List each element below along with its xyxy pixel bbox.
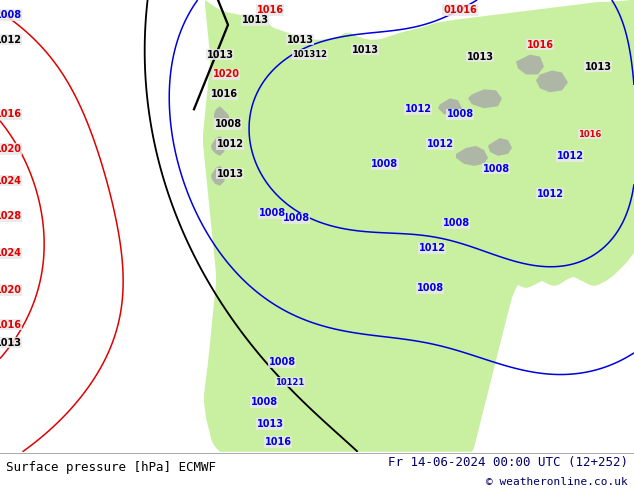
Text: 01016: 01016 xyxy=(443,5,477,15)
Text: 1013: 1013 xyxy=(287,35,313,45)
Text: 1016: 1016 xyxy=(578,129,602,139)
Polygon shape xyxy=(536,71,568,92)
Text: © weatheronline.co.uk: © weatheronline.co.uk xyxy=(486,477,628,487)
Text: 1008: 1008 xyxy=(259,208,285,219)
Text: 1013: 1013 xyxy=(257,419,283,429)
Text: 1013: 1013 xyxy=(207,49,233,60)
Text: 1008: 1008 xyxy=(214,119,242,129)
Text: 1016: 1016 xyxy=(210,89,238,99)
Text: 1008: 1008 xyxy=(443,219,470,228)
Polygon shape xyxy=(468,89,502,108)
Text: 1013: 1013 xyxy=(0,338,22,347)
Text: 1008: 1008 xyxy=(282,214,309,223)
Text: 1008: 1008 xyxy=(250,397,278,407)
Text: 1012: 1012 xyxy=(216,139,243,149)
Text: 1016: 1016 xyxy=(0,109,22,119)
Text: 1024: 1024 xyxy=(0,176,22,186)
Text: 1012: 1012 xyxy=(418,243,446,253)
Text: 1008: 1008 xyxy=(372,159,399,169)
Text: 1020: 1020 xyxy=(212,70,240,79)
Text: 1024: 1024 xyxy=(0,248,22,258)
Text: 1008: 1008 xyxy=(482,164,510,174)
Polygon shape xyxy=(438,98,462,114)
Text: 1028: 1028 xyxy=(0,212,22,221)
Text: 1012: 1012 xyxy=(427,139,453,149)
Text: 1013: 1013 xyxy=(242,15,269,25)
Text: 1020: 1020 xyxy=(0,144,22,154)
Polygon shape xyxy=(211,166,226,186)
Text: 1020: 1020 xyxy=(0,285,22,295)
Polygon shape xyxy=(456,146,488,166)
Text: 1016: 1016 xyxy=(0,319,22,330)
Polygon shape xyxy=(211,136,226,156)
Polygon shape xyxy=(516,54,544,74)
Text: 1012: 1012 xyxy=(557,151,583,161)
Text: 1013: 1013 xyxy=(467,51,493,62)
Polygon shape xyxy=(488,138,512,156)
Text: Surface pressure [hPa] ECMWF: Surface pressure [hPa] ECMWF xyxy=(6,461,216,473)
Text: 1016: 1016 xyxy=(526,40,553,49)
Text: 1008: 1008 xyxy=(268,357,295,368)
Text: 1013: 1013 xyxy=(216,169,243,179)
Text: 1012: 1012 xyxy=(536,189,564,198)
Polygon shape xyxy=(214,106,230,128)
Text: 1013: 1013 xyxy=(351,45,378,55)
Text: 1016: 1016 xyxy=(264,437,292,447)
Text: 1008: 1008 xyxy=(0,10,22,20)
Text: Fr 14-06-2024 00:00 UTC (12+252): Fr 14-06-2024 00:00 UTC (12+252) xyxy=(387,456,628,469)
Text: 1008: 1008 xyxy=(417,283,444,293)
Text: 101312: 101312 xyxy=(292,50,328,59)
Text: 1016: 1016 xyxy=(257,5,283,15)
Polygon shape xyxy=(203,0,634,452)
Text: 1012: 1012 xyxy=(404,104,432,114)
Text: 1008: 1008 xyxy=(446,109,474,119)
Text: 10121: 10121 xyxy=(275,378,304,387)
Text: 1013: 1013 xyxy=(585,62,612,72)
Text: 1012: 1012 xyxy=(0,35,22,45)
